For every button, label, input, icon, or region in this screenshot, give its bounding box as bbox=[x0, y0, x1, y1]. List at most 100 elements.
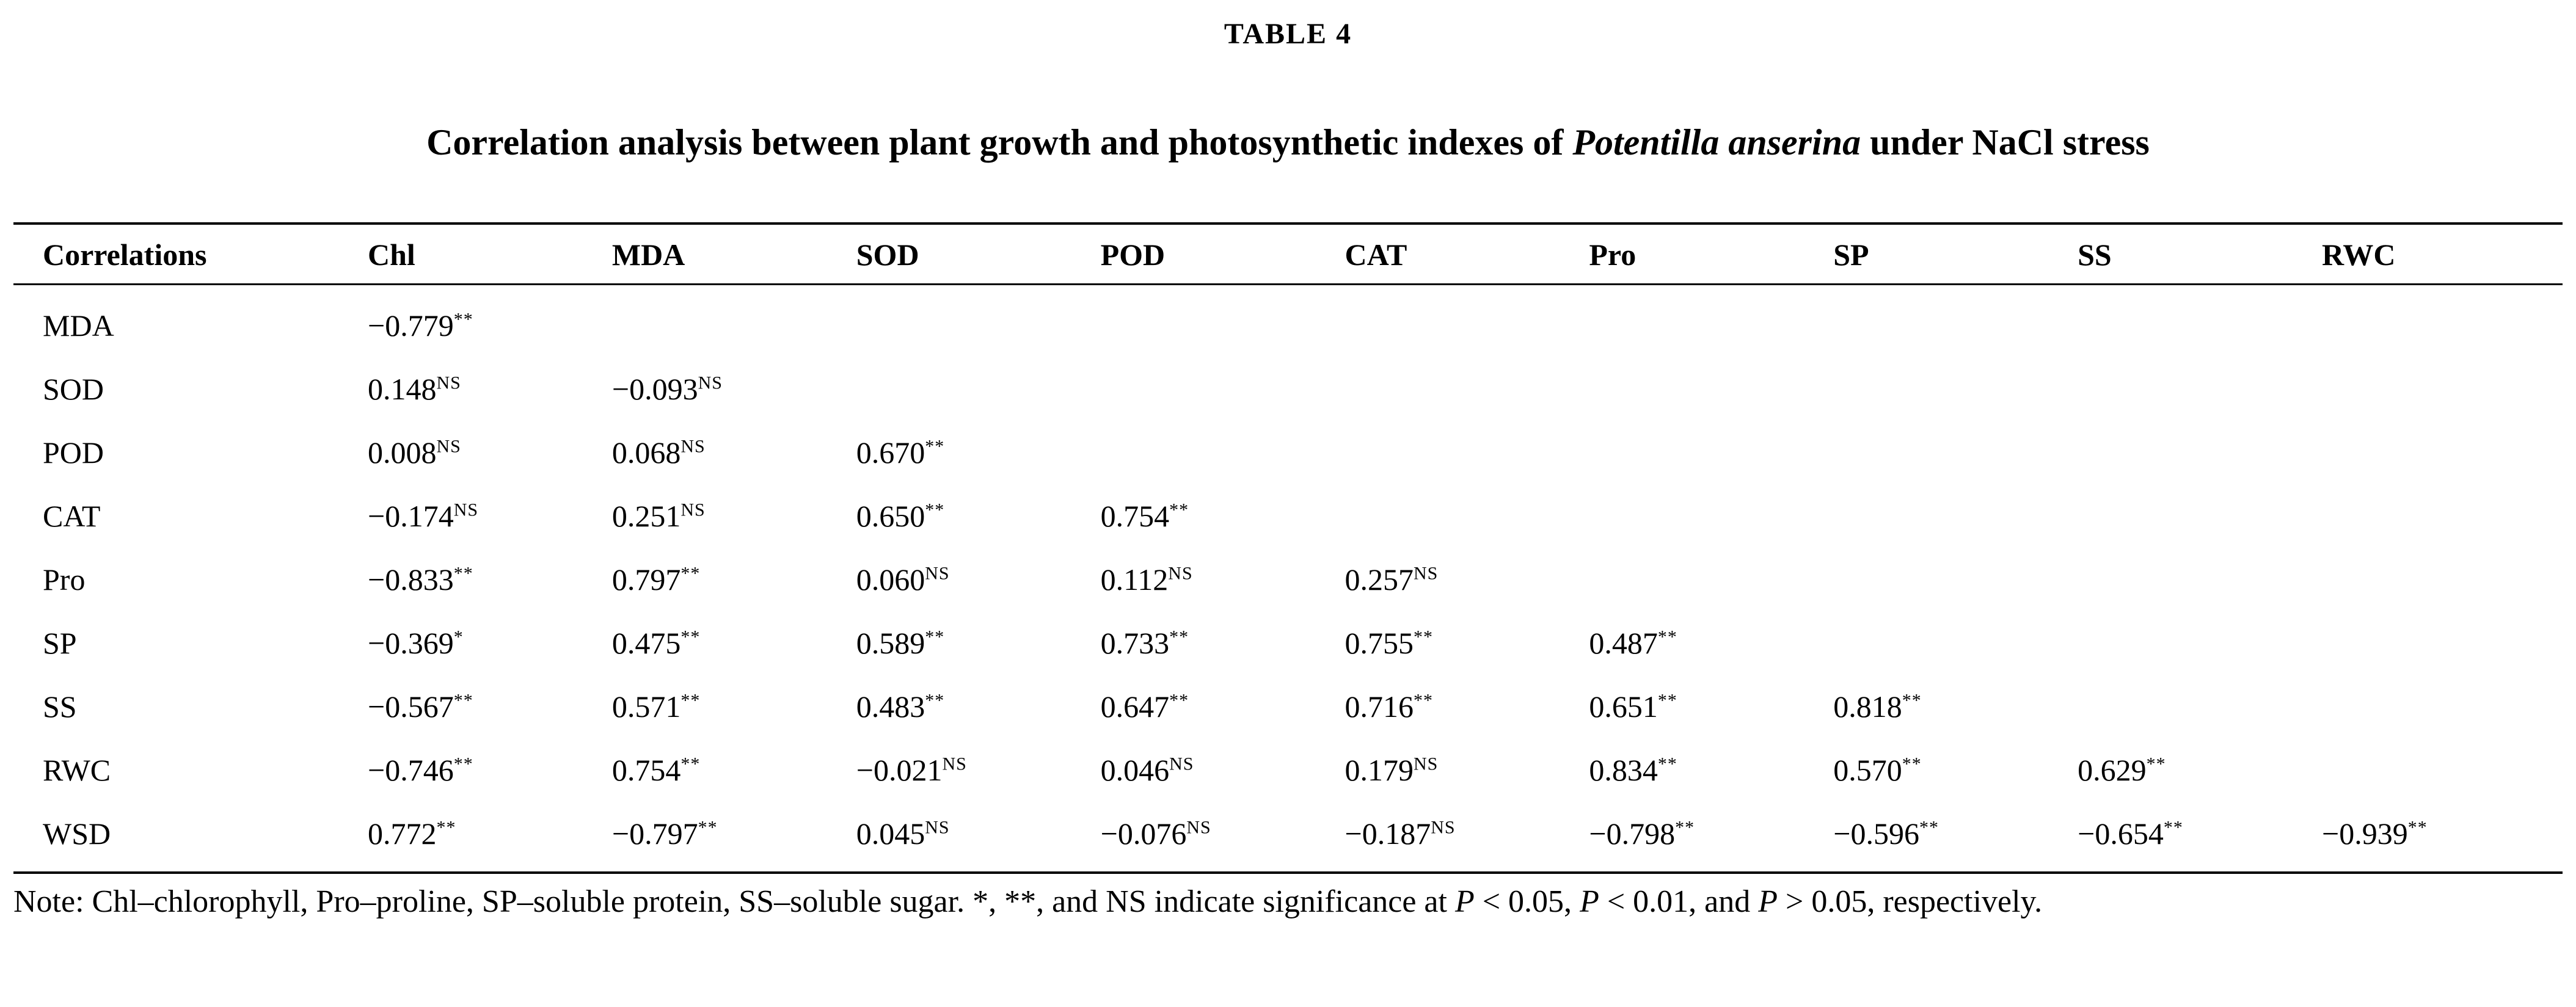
significance-marker: ** bbox=[2146, 754, 2166, 774]
table-cell: 0.650** bbox=[853, 484, 1097, 548]
correlation-value: −0.369 bbox=[368, 626, 454, 660]
column-header: SS bbox=[2078, 238, 2112, 272]
row-label: WSD bbox=[43, 816, 111, 851]
table-cell bbox=[1341, 421, 1586, 484]
table-cell bbox=[2318, 357, 2563, 421]
significance-marker: ** bbox=[1675, 817, 1695, 838]
table-cell: −0.187NS bbox=[1341, 802, 1586, 873]
correlation-value: 0.797 bbox=[611, 562, 681, 597]
table-cell: 0.754** bbox=[1097, 484, 1341, 548]
correlation-value: 0.112 bbox=[1100, 562, 1169, 597]
table-cell: 0.772** bbox=[364, 802, 608, 873]
correlation-value: −0.093 bbox=[611, 372, 698, 406]
correlation-value: 0.755 bbox=[1345, 626, 1414, 660]
table-cell: 0.112NS bbox=[1097, 548, 1341, 611]
table-cell bbox=[2074, 421, 2318, 484]
text-segment: Note: Chl–chlorophyll, Pro–proline, SP–s… bbox=[13, 884, 1455, 919]
table-cell: −0.174NS bbox=[364, 484, 608, 548]
table-cell: 0.475** bbox=[608, 611, 853, 675]
table-cell bbox=[1830, 484, 2074, 548]
table-cell bbox=[1830, 548, 2074, 611]
table-cell bbox=[2318, 548, 2563, 611]
significance-marker: * bbox=[453, 627, 464, 647]
significance-marker: NS bbox=[1168, 563, 1193, 584]
significance-marker: ** bbox=[925, 500, 945, 520]
column-header: Correlations bbox=[43, 238, 207, 272]
correlation-value: −0.654 bbox=[2078, 816, 2164, 851]
table-cell: −0.076NS bbox=[1097, 802, 1341, 873]
significance-marker: ** bbox=[1414, 627, 1433, 647]
significance-marker: NS bbox=[942, 754, 967, 774]
correlation-table: Correlations Chl MDA SOD POD CAT Pro SP SS RWC MD… bbox=[13, 222, 2563, 874]
table-cell bbox=[1830, 357, 2074, 421]
table-cell: −0.093NS bbox=[608, 357, 853, 421]
table-row: Pro −0.833** 0.797** 0.060NS 0.112NS 0.257NS bbox=[13, 548, 2563, 611]
correlation-value: −0.174 bbox=[368, 499, 454, 533]
significance-marker: ** bbox=[1169, 690, 1189, 711]
column-header: POD bbox=[1100, 238, 1166, 272]
table-cell bbox=[1585, 285, 1830, 358]
table-cell: 0.571** bbox=[608, 675, 853, 738]
text-segment: Potentilla anserina bbox=[1572, 122, 1861, 162]
correlation-value: 0.046 bbox=[1100, 753, 1170, 787]
correlation-value: 0.487 bbox=[1589, 626, 1658, 660]
table-body: MDA −0.779** SOD 0.148NS −0.093NS POD 0.008NS 0… bbox=[13, 285, 2563, 873]
table-row: MDA −0.779** bbox=[13, 285, 2563, 358]
table-cell: 0.179NS bbox=[1341, 738, 1586, 802]
text-segment: > 0.05, respectively. bbox=[1778, 884, 2043, 919]
column-header: Chl bbox=[368, 238, 415, 272]
correlation-value: 0.834 bbox=[1589, 753, 1658, 787]
column-header: SOD bbox=[856, 238, 919, 272]
text-segment: under NaCl stress bbox=[1861, 122, 2150, 162]
table-cell bbox=[1341, 484, 1586, 548]
table-cell bbox=[1097, 421, 1341, 484]
significance-marker: NS bbox=[1186, 817, 1211, 838]
significance-marker: NS bbox=[680, 500, 706, 520]
column-header: RWC bbox=[2322, 238, 2396, 272]
table-cell bbox=[853, 285, 1097, 358]
table-cell bbox=[2074, 484, 2318, 548]
significance-marker: ** bbox=[436, 817, 456, 838]
significance-marker: ** bbox=[925, 690, 945, 711]
significance-marker: ** bbox=[2163, 817, 2183, 838]
table-cell: 0.570** bbox=[1830, 738, 2074, 802]
table-cell bbox=[1341, 285, 1586, 358]
correlation-value: 0.060 bbox=[856, 562, 925, 597]
table-cell bbox=[1097, 285, 1341, 358]
text-segment: P bbox=[1758, 884, 1778, 919]
table-cell: −0.797** bbox=[608, 802, 853, 873]
significance-marker: ** bbox=[2407, 817, 2428, 838]
table-number-label: TABLE 4 bbox=[1224, 18, 1352, 50]
row-label: CAT bbox=[43, 499, 101, 533]
significance-marker: ** bbox=[1657, 690, 1677, 711]
significance-marker: NS bbox=[1414, 563, 1439, 584]
correlation-value: 0.483 bbox=[856, 689, 925, 724]
text-segment: Correlation analysis between plant growt… bbox=[426, 122, 1573, 162]
row-label: SOD bbox=[43, 372, 104, 406]
table-cell bbox=[1830, 421, 2074, 484]
correlation-value: 0.651 bbox=[1589, 689, 1658, 724]
significance-marker: NS bbox=[1431, 817, 1456, 838]
column-header: SP bbox=[1833, 238, 1869, 272]
correlation-value: 0.754 bbox=[611, 753, 681, 787]
table-cell: 0.068NS bbox=[608, 421, 853, 484]
correlation-value: 0.068 bbox=[611, 435, 681, 470]
table-cell bbox=[1097, 357, 1341, 421]
header-row: Correlations Chl MDA SOD POD CAT Pro SP SS RWC bbox=[13, 224, 2563, 285]
table-cell: 0.483** bbox=[853, 675, 1097, 738]
table-cell: 0.046NS bbox=[1097, 738, 1341, 802]
significance-marker: NS bbox=[698, 373, 723, 393]
correlation-value: 0.589 bbox=[856, 626, 925, 660]
table-cell: 0.257NS bbox=[1341, 548, 1586, 611]
correlation-value: −0.746 bbox=[368, 753, 454, 787]
table-row: RWC −0.746** 0.754** −0.021NS 0.046NS 0.179NS… bbox=[13, 738, 2563, 802]
text-segment: < 0.05, bbox=[1474, 884, 1580, 919]
row-label: SP bbox=[43, 626, 77, 660]
table-cell: 0.754** bbox=[608, 738, 853, 802]
significance-marker: ** bbox=[680, 754, 701, 774]
significance-marker: ** bbox=[453, 309, 473, 330]
significance-marker: ** bbox=[1902, 754, 1922, 774]
significance-marker: ** bbox=[925, 436, 945, 457]
correlation-value: 0.650 bbox=[856, 499, 925, 533]
significance-marker: ** bbox=[1414, 690, 1433, 711]
